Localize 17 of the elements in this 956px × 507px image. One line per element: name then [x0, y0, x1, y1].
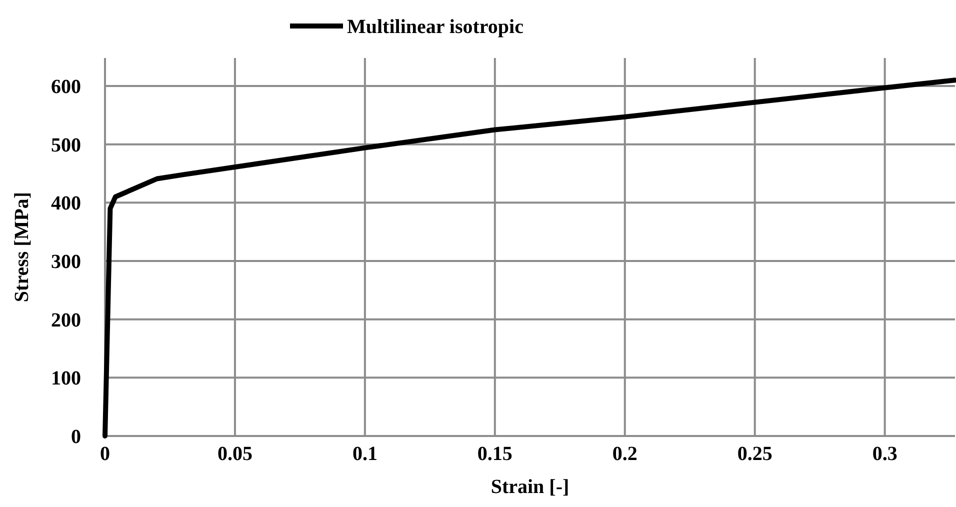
x-tick-label: 0.25	[737, 443, 772, 465]
legend-label: Multilinear isotropic	[347, 16, 524, 38]
x-tick-label: 0.15	[477, 443, 512, 465]
y-tick-label: 500	[51, 134, 81, 156]
x-tick-label: 0.2	[612, 443, 638, 465]
y-tick-label: 400	[51, 192, 81, 215]
y-tick-label: 300	[51, 251, 81, 273]
x-tick-label: 0.05	[217, 443, 252, 465]
y-tick-label: 100	[51, 368, 81, 390]
x-axis-title: Strain [-]	[490, 476, 570, 498]
x-tick-label: 0	[100, 443, 110, 465]
x-tick-label: 0.3	[872, 443, 898, 465]
y-axis-title: Stress [MPa]	[11, 192, 33, 302]
x-tick-label: 0.1	[352, 443, 378, 465]
y-tick-label: 200	[51, 309, 81, 332]
y-tick-label: 0	[71, 426, 81, 448]
y-tick-label: 600	[51, 76, 81, 98]
